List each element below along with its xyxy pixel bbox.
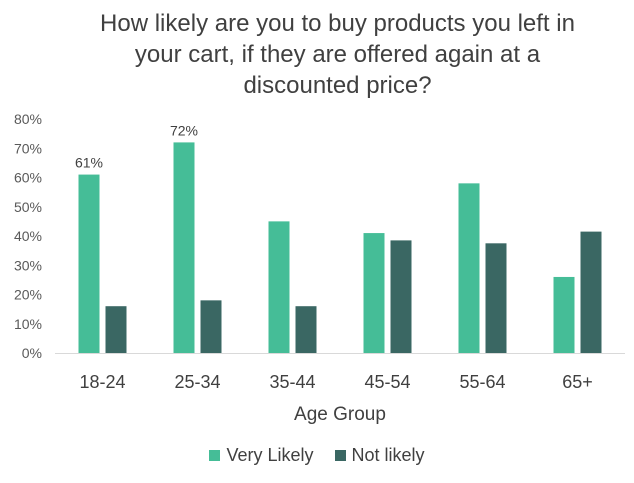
y-tick-label: 80%	[14, 111, 42, 127]
x-tick-label: 65+	[562, 372, 593, 392]
y-tick-label: 40%	[14, 228, 42, 244]
x-tick-label: 18-24	[79, 372, 125, 392]
y-tick-label: 50%	[14, 199, 42, 215]
legend-label-very-likely: Very Likely	[226, 445, 314, 465]
bar-very-likely-55-64	[458, 183, 480, 353]
x-tick-label: 45-54	[364, 372, 410, 392]
y-tick-label: 0%	[22, 345, 42, 361]
chart-title-line-3: discounted price?	[243, 72, 432, 99]
bar-not-likely-45-54	[390, 240, 412, 353]
bar-not-likely-55-64	[485, 243, 507, 353]
bar-not-likely-25-34	[200, 300, 222, 353]
legend-item-very-likely: Very Likely	[209, 445, 314, 466]
chart-title-line-2: your cart, if they are offered again at …	[134, 41, 541, 68]
y-tick-label: 70%	[14, 140, 42, 156]
legend-swatch-very-likely	[209, 450, 221, 461]
bar-not-likely-18-24	[105, 306, 127, 353]
x-tick-label: 35-44	[269, 372, 315, 392]
bar-very-likely-18-24	[78, 174, 100, 353]
bar-very-likely-25-34	[173, 142, 195, 353]
y-tick-label: 60%	[14, 170, 42, 186]
y-axis-ticks: 0% 10% 20% 30% 40% 50% 60% 70% 80%	[14, 111, 42, 361]
legend-label-not-likely: Not likely	[351, 445, 425, 465]
data-label: 72%	[170, 122, 198, 138]
y-tick-label: 10%	[14, 316, 42, 332]
bar-very-likely-45-54	[363, 233, 385, 353]
data-label: 61%	[75, 155, 103, 171]
bar-very-likely-35-44	[268, 221, 290, 353]
legend: Very Likely Not likely	[0, 445, 634, 466]
legend-item-not-likely: Not likely	[334, 445, 425, 466]
chart-title-line-1: How likely are you to buy products you l…	[100, 10, 575, 37]
x-tick-label: 25-34	[174, 372, 220, 392]
bar-not-likely-65+	[580, 231, 602, 353]
x-axis-title: Age Group	[294, 404, 386, 425]
x-tick-label: 55-64	[459, 372, 505, 392]
bar-not-likely-35-44	[295, 306, 317, 353]
y-tick-label: 20%	[14, 287, 42, 303]
data-labels: 61% 72%	[75, 122, 198, 170]
y-tick-label: 30%	[14, 257, 42, 273]
bars	[78, 142, 602, 353]
bar-very-likely-65+	[553, 276, 575, 353]
legend-swatch-not-likely	[334, 450, 346, 461]
x-axis-ticks: 18-24 25-34 35-44 45-54 55-64 65+	[79, 372, 592, 392]
chart-title: How likely are you to buy products you l…	[40, 8, 634, 101]
